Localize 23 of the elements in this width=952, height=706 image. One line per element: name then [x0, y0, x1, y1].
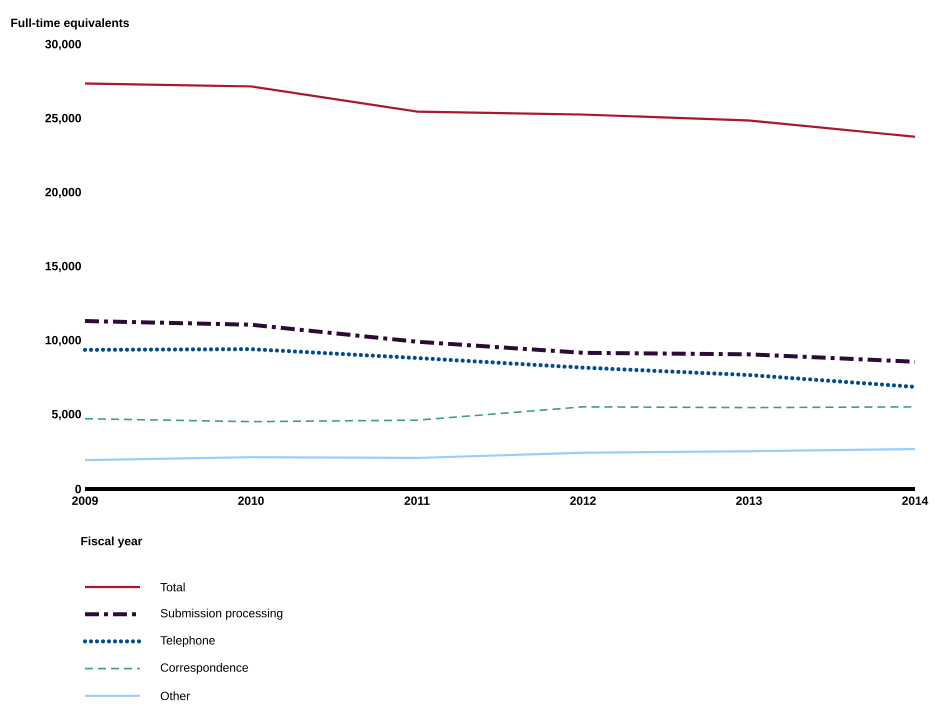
y-tick-label: 15,000 [46, 262, 81, 272]
y-tick-label: 30,000 [45, 40, 81, 50]
x-tick-label: 2011 [404, 496, 430, 505]
y-tick-label: 25,000 [45, 114, 81, 124]
y-tick-label: 10,000 [46, 336, 81, 346]
line-series [83, 319, 918, 364]
y-tick-label: 0 [75, 484, 81, 494]
legend-label: Other [160, 691, 190, 700]
y-tick-label: 20,000 [45, 188, 81, 198]
y-axis-title: Full-time equivalents [11, 18, 129, 30]
x-tick-label: 2010 [238, 496, 264, 505]
x-tick-label: 2013 [736, 496, 762, 506]
legend-label: Total [160, 582, 185, 592]
line-series [84, 82, 916, 138]
legend-label: Telephone [160, 636, 215, 647]
x-tick-label: 2012 [570, 496, 596, 505]
line-series [84, 448, 916, 462]
y-tick-label: 5,000 [52, 410, 81, 420]
x-tick-label: 2014 [902, 496, 928, 505]
legend-label: Submission processing [160, 608, 282, 620]
x-tick-label: 2009 [72, 496, 98, 505]
x-axis-title: Fiscal year [81, 536, 142, 548]
legend-label: Correspondence [160, 663, 248, 674]
